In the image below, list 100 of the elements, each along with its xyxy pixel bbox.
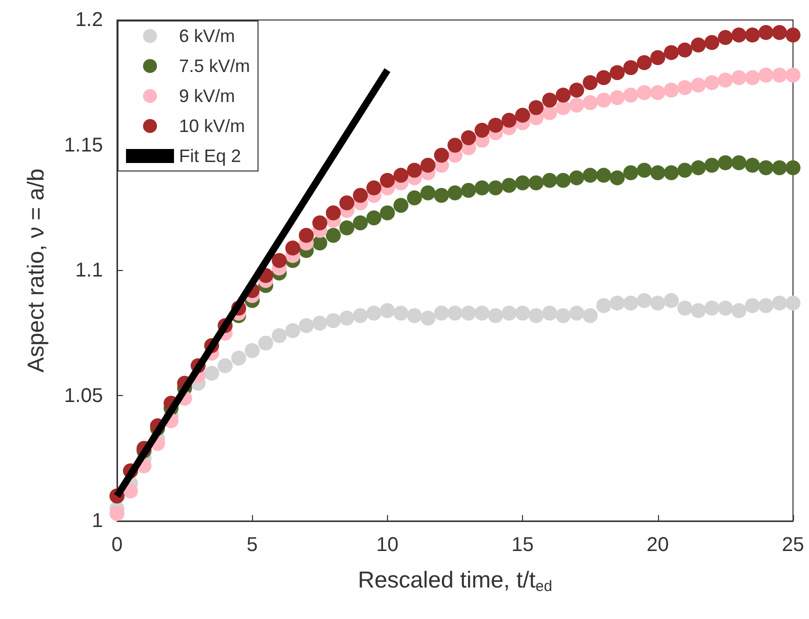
point bbox=[718, 300, 733, 316]
legend-label: Fit Eq 2 bbox=[179, 146, 242, 166]
point bbox=[772, 296, 787, 311]
point bbox=[339, 195, 354, 210]
point bbox=[582, 308, 598, 324]
point bbox=[569, 98, 584, 113]
x-tick-label: 0 bbox=[111, 534, 123, 556]
x-tick-label: 15 bbox=[511, 534, 534, 556]
point bbox=[218, 358, 233, 374]
point bbox=[569, 306, 584, 321]
point bbox=[690, 160, 706, 176]
point bbox=[569, 82, 584, 98]
point bbox=[636, 293, 652, 308]
point bbox=[786, 28, 800, 43]
point bbox=[285, 240, 300, 256]
point bbox=[204, 366, 220, 381]
point bbox=[731, 28, 746, 43]
point bbox=[461, 182, 476, 198]
point bbox=[474, 180, 490, 196]
legend-label: 10 kV/m bbox=[179, 116, 246, 136]
point bbox=[664, 82, 679, 98]
point bbox=[298, 318, 314, 334]
point bbox=[677, 42, 692, 58]
point bbox=[610, 170, 625, 186]
point bbox=[542, 172, 558, 188]
x-tick-label: 10 bbox=[376, 534, 399, 556]
point bbox=[393, 306, 408, 321]
point bbox=[528, 100, 544, 116]
point bbox=[272, 328, 287, 344]
point bbox=[664, 293, 679, 308]
y-axis-title: Aspect ratio, ν = a/b bbox=[22, 168, 48, 372]
point bbox=[731, 155, 746, 170]
point bbox=[731, 70, 746, 86]
x-tick-label: 5 bbox=[246, 534, 258, 556]
point bbox=[596, 298, 612, 314]
point bbox=[312, 215, 328, 230]
point bbox=[690, 38, 706, 53]
point bbox=[704, 300, 720, 316]
point bbox=[758, 160, 774, 176]
point bbox=[758, 298, 774, 314]
point bbox=[448, 185, 462, 200]
point bbox=[339, 310, 354, 326]
point bbox=[582, 75, 598, 90]
point bbox=[434, 148, 449, 163]
point bbox=[744, 158, 760, 173]
point bbox=[704, 35, 720, 50]
point bbox=[298, 228, 314, 243]
point bbox=[610, 90, 625, 106]
point bbox=[420, 310, 436, 326]
point bbox=[312, 316, 328, 331]
point bbox=[596, 168, 612, 183]
point bbox=[339, 220, 354, 236]
point bbox=[352, 188, 368, 203]
point bbox=[690, 303, 706, 318]
point bbox=[366, 210, 382, 226]
point bbox=[718, 72, 733, 88]
point bbox=[718, 155, 733, 170]
point bbox=[326, 205, 341, 220]
point bbox=[366, 180, 382, 196]
point bbox=[352, 215, 368, 230]
x-tick-label: 20 bbox=[646, 534, 669, 556]
point bbox=[488, 308, 504, 324]
point bbox=[744, 298, 760, 314]
point bbox=[434, 306, 449, 321]
point bbox=[515, 175, 530, 190]
point bbox=[366, 306, 382, 321]
point bbox=[582, 95, 598, 110]
point bbox=[272, 252, 287, 268]
point bbox=[488, 118, 504, 133]
point bbox=[677, 162, 692, 178]
point bbox=[758, 25, 774, 40]
legend-label: 6 kV/m bbox=[179, 26, 236, 46]
point bbox=[650, 165, 666, 180]
point bbox=[704, 75, 720, 90]
point bbox=[596, 70, 612, 86]
point bbox=[380, 172, 395, 188]
y-tick-label: 1.2 bbox=[75, 9, 103, 31]
point bbox=[677, 300, 692, 316]
point bbox=[474, 122, 490, 138]
point bbox=[326, 313, 341, 328]
point bbox=[731, 303, 746, 318]
point bbox=[636, 85, 652, 100]
point bbox=[502, 306, 517, 321]
point bbox=[718, 30, 733, 46]
y-tick-label: 1 bbox=[92, 510, 103, 532]
point bbox=[110, 506, 124, 521]
point bbox=[420, 158, 436, 173]
point bbox=[596, 92, 612, 108]
point bbox=[542, 306, 558, 321]
point bbox=[406, 190, 422, 206]
point bbox=[623, 88, 638, 103]
point bbox=[690, 78, 706, 93]
point bbox=[664, 45, 679, 60]
legend-label: 9 kV/m bbox=[179, 86, 236, 106]
point bbox=[406, 308, 422, 324]
point bbox=[461, 306, 476, 321]
point bbox=[488, 180, 504, 196]
point bbox=[448, 138, 462, 153]
point bbox=[623, 296, 638, 311]
point bbox=[664, 165, 679, 180]
